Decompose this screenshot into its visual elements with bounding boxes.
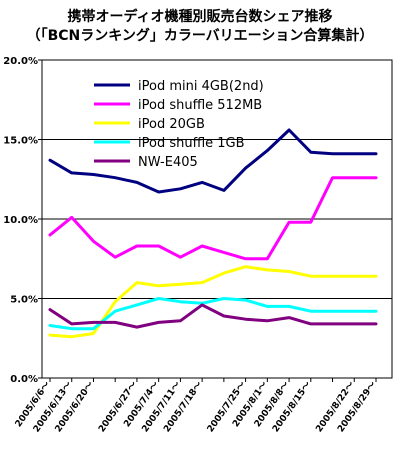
legend-label: NW-E405 [138,155,198,170]
series-line [48,128,378,194]
chart-title: 携帯オーディオ機種別販売台数シェア推移 [67,9,333,25]
legend-label: iPod shuffle 512MB [138,98,262,113]
legend-label: iPod shuffle 1GB [138,136,245,151]
y-tick-label: 10.0% [3,215,38,226]
legend-label: iPod mini 4GB(2nd) [138,79,264,94]
series-line [48,297,378,331]
series-line [48,176,378,261]
legend-label: iPod 20GB [138,117,205,132]
y-tick-label: 5.0% [10,295,38,306]
series-line [48,265,378,339]
y-tick-label: 0.0% [10,374,38,385]
chart-subtitle: （「BCNランキング」カラーバリエーション合算集計） [26,28,374,44]
series-line [48,303,378,329]
y-tick-label: 20.0% [3,56,38,67]
y-tick-label: 15.0% [3,136,38,147]
